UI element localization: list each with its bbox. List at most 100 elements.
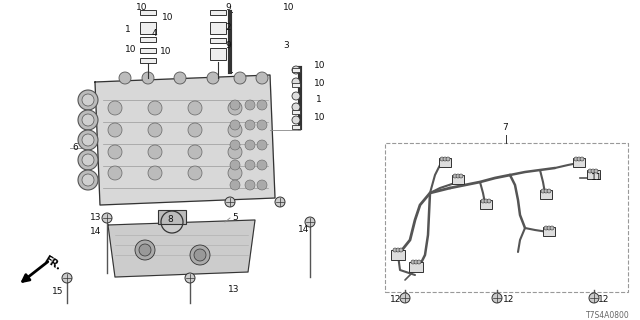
Circle shape bbox=[453, 174, 457, 178]
Circle shape bbox=[188, 145, 202, 159]
Bar bbox=[140, 48, 156, 53]
Circle shape bbox=[185, 273, 195, 283]
Circle shape bbox=[257, 100, 267, 110]
Circle shape bbox=[230, 160, 240, 170]
Text: 13: 13 bbox=[90, 213, 102, 222]
Circle shape bbox=[230, 120, 240, 130]
Bar bbox=[439, 158, 451, 167]
Circle shape bbox=[588, 169, 592, 173]
Bar bbox=[391, 250, 405, 260]
Circle shape bbox=[190, 245, 210, 265]
Circle shape bbox=[492, 293, 502, 303]
Circle shape bbox=[305, 217, 315, 227]
Circle shape bbox=[245, 100, 255, 110]
Circle shape bbox=[82, 134, 94, 146]
Circle shape bbox=[228, 123, 242, 137]
Text: 10: 10 bbox=[125, 45, 136, 54]
Circle shape bbox=[591, 169, 595, 173]
Circle shape bbox=[78, 90, 98, 110]
Circle shape bbox=[443, 157, 447, 161]
Text: 10: 10 bbox=[314, 78, 326, 87]
Circle shape bbox=[108, 101, 122, 115]
Bar bbox=[292, 83, 300, 87]
Bar bbox=[587, 170, 600, 179]
Circle shape bbox=[400, 293, 410, 303]
Bar bbox=[292, 68, 300, 72]
Circle shape bbox=[544, 189, 548, 193]
Circle shape bbox=[550, 226, 554, 230]
Text: 12: 12 bbox=[598, 295, 609, 305]
Bar bbox=[140, 58, 156, 63]
Text: 11: 11 bbox=[591, 173, 602, 182]
Circle shape bbox=[446, 157, 450, 161]
Bar bbox=[140, 37, 156, 42]
Circle shape bbox=[148, 123, 162, 137]
Circle shape bbox=[594, 169, 598, 173]
Text: FR.: FR. bbox=[42, 254, 63, 272]
Circle shape bbox=[440, 157, 444, 161]
Text: 12: 12 bbox=[390, 295, 401, 305]
Circle shape bbox=[174, 72, 186, 84]
Bar bbox=[480, 200, 492, 209]
Text: 10: 10 bbox=[314, 114, 326, 123]
Bar bbox=[210, 38, 226, 43]
Circle shape bbox=[108, 166, 122, 180]
Circle shape bbox=[148, 101, 162, 115]
Circle shape bbox=[292, 103, 300, 111]
Circle shape bbox=[188, 101, 202, 115]
Circle shape bbox=[108, 123, 122, 137]
Bar bbox=[140, 22, 156, 34]
Circle shape bbox=[228, 101, 242, 115]
Text: 8: 8 bbox=[167, 214, 173, 223]
Circle shape bbox=[484, 199, 488, 203]
Circle shape bbox=[547, 226, 551, 230]
Circle shape bbox=[230, 140, 240, 150]
Text: 4: 4 bbox=[152, 28, 157, 37]
Circle shape bbox=[574, 157, 578, 161]
Circle shape bbox=[225, 197, 235, 207]
Circle shape bbox=[399, 248, 403, 252]
Circle shape bbox=[256, 72, 268, 84]
Circle shape bbox=[292, 92, 300, 100]
Circle shape bbox=[148, 166, 162, 180]
Circle shape bbox=[230, 180, 240, 190]
Circle shape bbox=[580, 157, 584, 161]
Polygon shape bbox=[108, 220, 255, 277]
Circle shape bbox=[245, 120, 255, 130]
Circle shape bbox=[257, 180, 267, 190]
Text: 1: 1 bbox=[125, 26, 131, 35]
Circle shape bbox=[577, 157, 581, 161]
Text: 13: 13 bbox=[228, 284, 239, 293]
Circle shape bbox=[82, 174, 94, 186]
Circle shape bbox=[82, 154, 94, 166]
Circle shape bbox=[417, 260, 421, 264]
Circle shape bbox=[245, 140, 255, 150]
Circle shape bbox=[102, 213, 112, 223]
Circle shape bbox=[393, 248, 397, 252]
Bar bbox=[158, 210, 186, 224]
Circle shape bbox=[541, 189, 545, 193]
Circle shape bbox=[589, 293, 599, 303]
Circle shape bbox=[411, 260, 415, 264]
Circle shape bbox=[257, 120, 267, 130]
Circle shape bbox=[62, 273, 72, 283]
Circle shape bbox=[396, 248, 400, 252]
Text: 3: 3 bbox=[283, 42, 289, 51]
Circle shape bbox=[275, 197, 285, 207]
Bar bbox=[292, 110, 300, 114]
Text: 7: 7 bbox=[502, 124, 508, 132]
Circle shape bbox=[245, 180, 255, 190]
Bar bbox=[409, 262, 423, 272]
Circle shape bbox=[82, 94, 94, 106]
Bar bbox=[292, 125, 300, 129]
Bar bbox=[210, 22, 226, 34]
Circle shape bbox=[78, 110, 98, 130]
Circle shape bbox=[544, 226, 548, 230]
Text: 10: 10 bbox=[136, 4, 147, 12]
Text: 10: 10 bbox=[314, 60, 326, 69]
Circle shape bbox=[119, 72, 131, 84]
Bar bbox=[210, 48, 226, 60]
Circle shape bbox=[78, 130, 98, 150]
Text: T7S4A0800: T7S4A0800 bbox=[586, 310, 630, 319]
Circle shape bbox=[245, 160, 255, 170]
